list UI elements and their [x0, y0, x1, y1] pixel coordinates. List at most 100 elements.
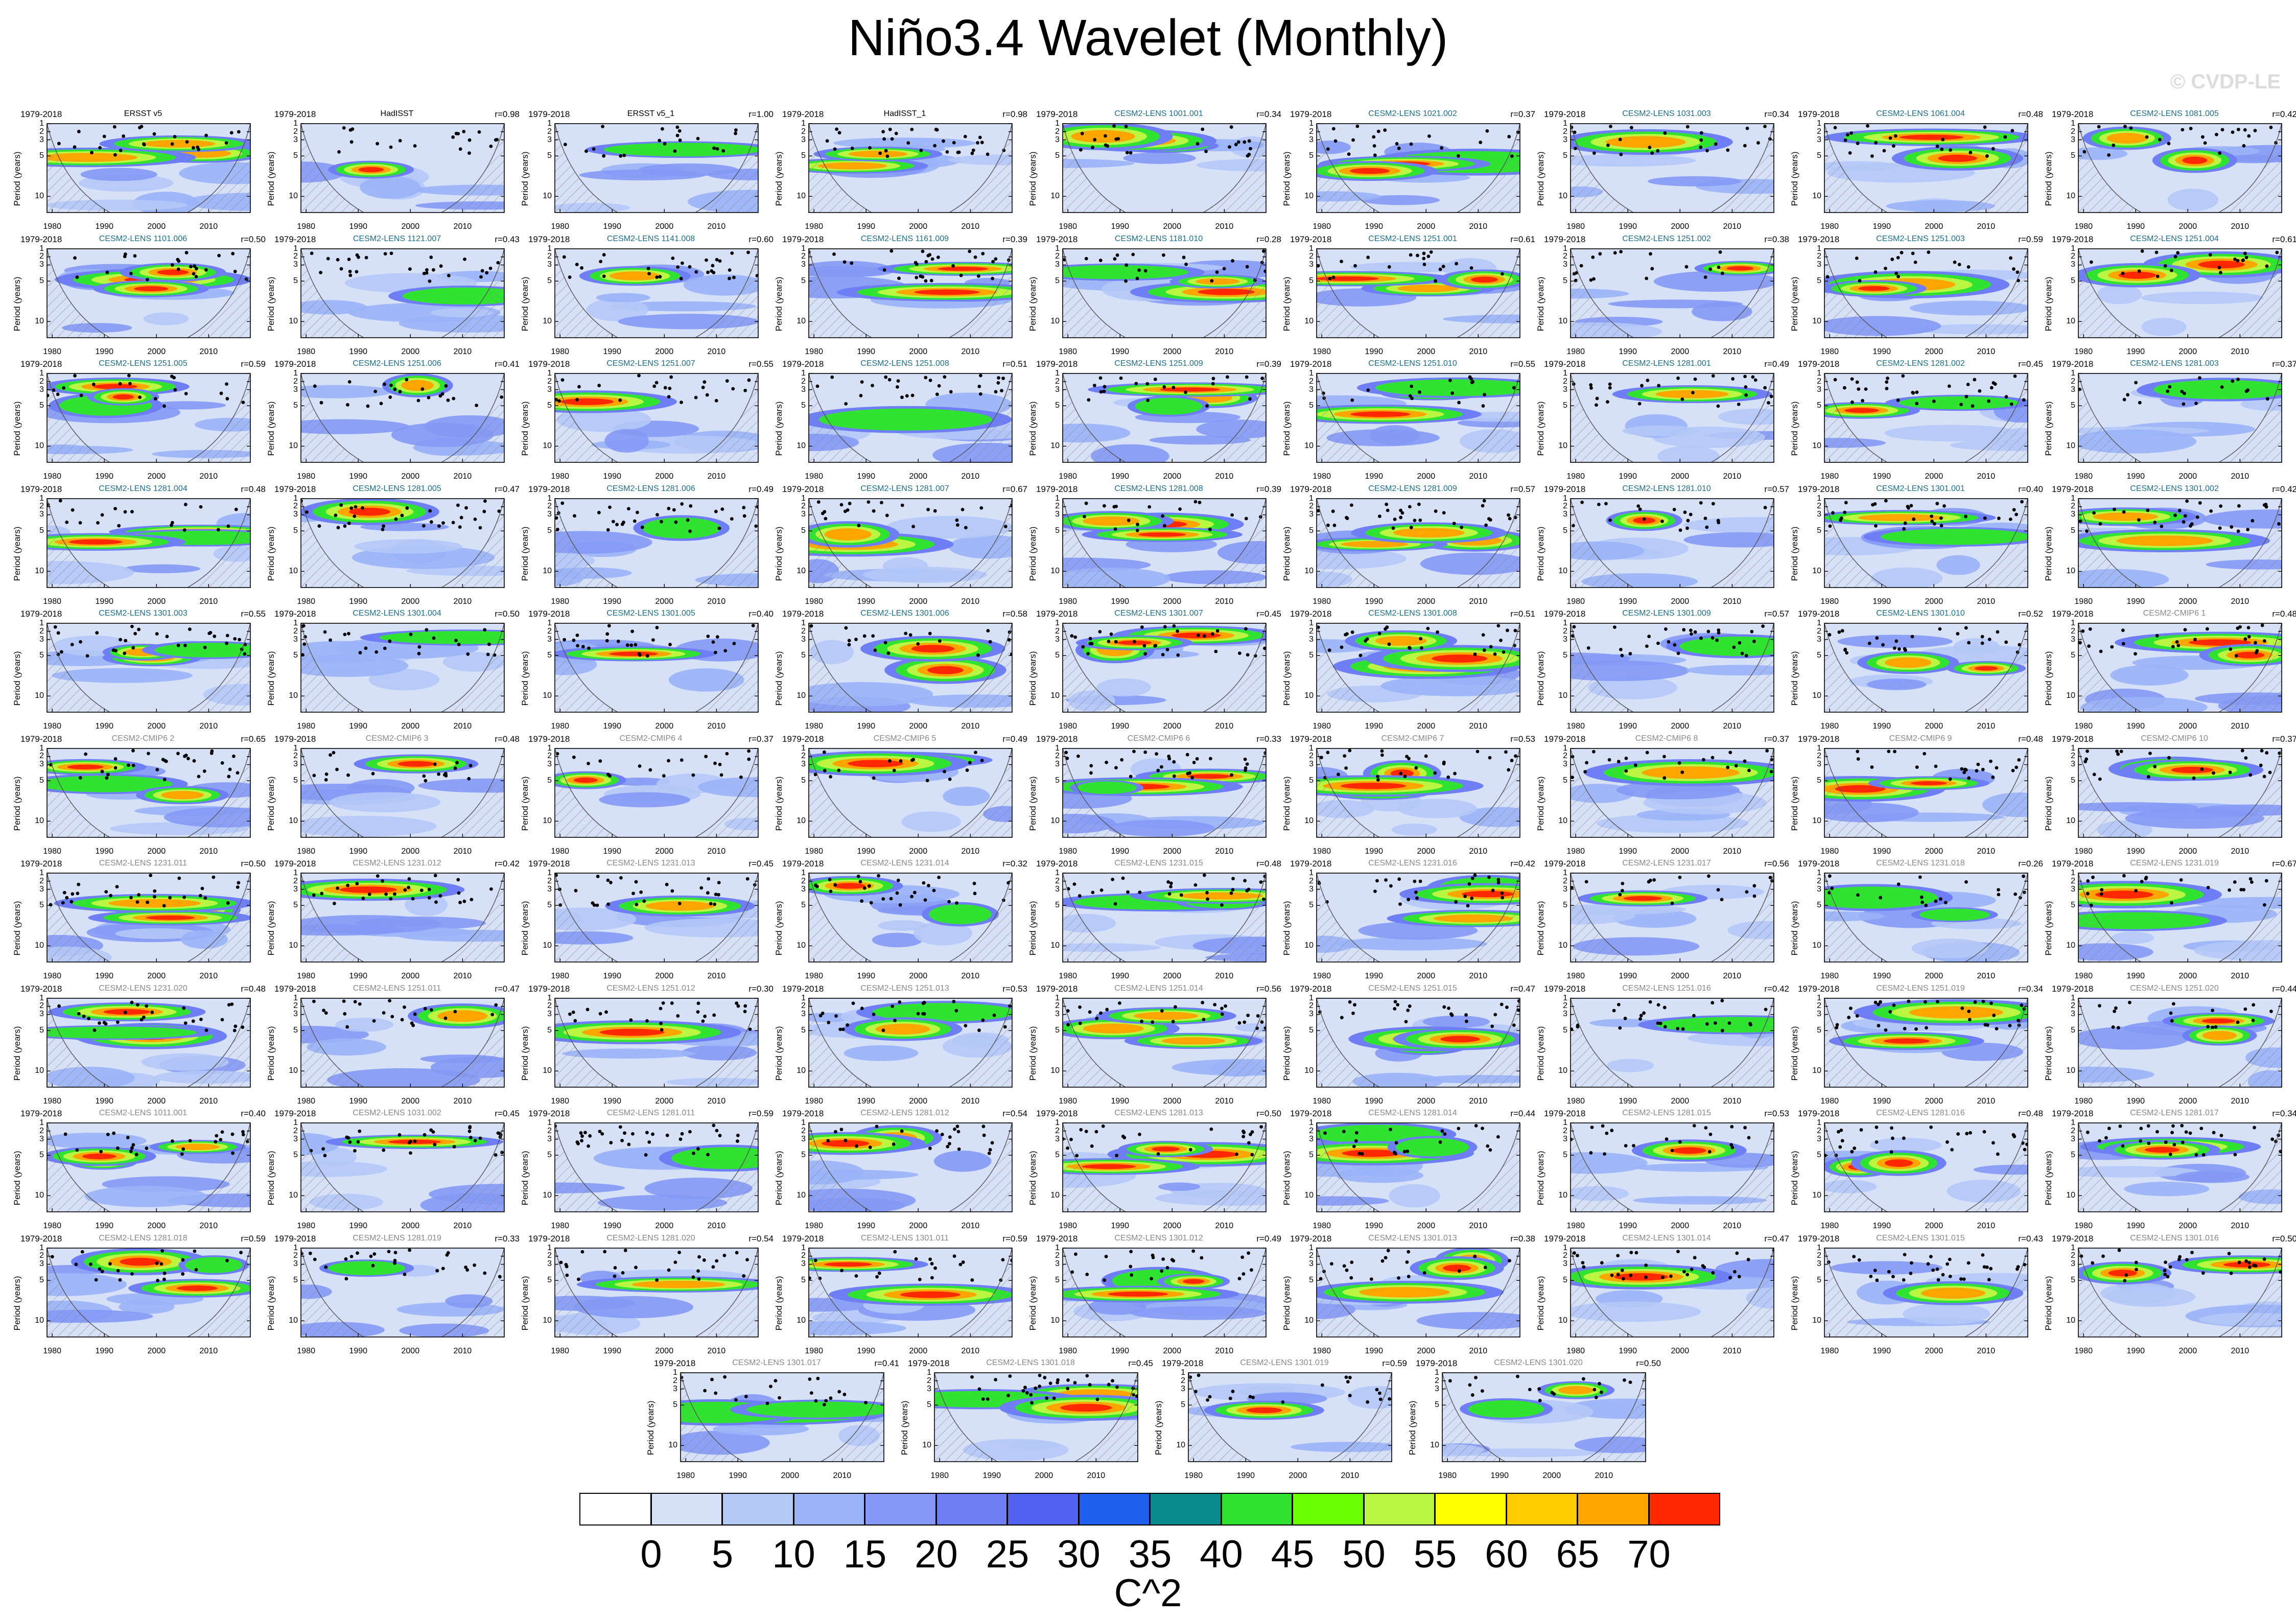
power-contour — [848, 150, 908, 158]
significance-dot — [56, 631, 60, 635]
y-tick-label: 5 — [801, 526, 806, 535]
significance-dot — [1083, 514, 1086, 519]
y-tick-label: 10 — [35, 1066, 44, 1075]
significance-dot — [1327, 648, 1331, 652]
dataset-label: CESM2-LENS 1281.004 — [99, 484, 188, 493]
y-tick-label: 2 — [547, 377, 552, 386]
power-contour — [1337, 937, 1487, 951]
significance-dot — [428, 509, 432, 512]
wavelet-panel: 1979-2018 CESM2-LENS 1281.002 r=0.45 Period… — [1788, 357, 2043, 481]
significance-dot — [1592, 277, 1596, 280]
significance-dot — [1606, 144, 1610, 147]
significance-dot — [348, 269, 352, 273]
significance-dot — [1855, 380, 1859, 384]
wavelet-plot — [1570, 873, 1774, 963]
y-tick-label: 3 — [547, 135, 552, 144]
y-tick-label: 5 — [1309, 151, 1314, 160]
y-tick-label: 5 — [801, 276, 806, 285]
significance-dot — [1121, 876, 1125, 880]
significance-dot — [619, 876, 623, 880]
wavelet-field — [1824, 623, 2028, 712]
significance-dot — [1507, 135, 1511, 138]
significance-dot — [1689, 628, 1693, 632]
cone-of-influence-line — [1824, 623, 2028, 712]
significance-dot — [2233, 257, 2237, 261]
significance-dot — [361, 506, 364, 510]
significance-dot — [1964, 394, 1969, 398]
significance-dot — [483, 499, 487, 503]
power-contour — [1871, 567, 1943, 588]
significance-dot — [1470, 381, 1474, 384]
significance-dot — [1616, 759, 1621, 763]
significance-dot — [1606, 400, 1609, 404]
wavelet-plot — [808, 123, 1013, 213]
x-tick-label: 2000 — [2178, 597, 2197, 606]
significance-dot — [413, 1012, 417, 1016]
y-tick-label: 1 — [293, 869, 298, 877]
wavelet-panel: 1979-2018 CESM2-CMIP6 3 r=0.48 Period (year… — [264, 732, 520, 856]
significance-dot — [212, 875, 216, 879]
x-tick-label: 2000 — [147, 597, 166, 606]
significance-dot — [441, 521, 445, 525]
y-tick-label: 1 — [1817, 494, 1821, 503]
power-contour — [1375, 379, 1520, 396]
y-tick-label: 5 — [1055, 651, 1060, 660]
significance-dot — [355, 882, 359, 886]
wavelet-field — [555, 124, 758, 213]
significance-dot — [1828, 874, 1832, 878]
y-tick-label: 10 — [1050, 1066, 1060, 1075]
power-contour — [1149, 435, 1251, 445]
y-tick-label: 10 — [289, 941, 298, 950]
correlation-label: r=0.45 — [1256, 609, 1281, 619]
significance-dot — [951, 264, 955, 268]
significance-dot — [1201, 1000, 1205, 1004]
period-label: 1979-2018 — [2052, 609, 2094, 619]
significance-dot — [451, 135, 455, 139]
significance-dot — [638, 653, 642, 657]
x-tick-label: 2010 — [1215, 1096, 1234, 1106]
significance-dot — [1715, 638, 1719, 642]
y-tick-label: 5 — [39, 901, 44, 910]
x-tick-label: 2000 — [401, 222, 420, 231]
power-contour — [1369, 425, 1420, 445]
significance-dot — [408, 267, 412, 271]
significance-dot — [915, 275, 919, 279]
correlation-label: r=0.39 — [1256, 359, 1281, 369]
significance-dot — [2016, 270, 2020, 274]
significance-dot — [932, 888, 936, 893]
power-contour — [1623, 896, 1662, 901]
y-tick-label: 2 — [39, 127, 44, 136]
power-contour — [645, 901, 715, 911]
y-axis-label: Period (years) — [1536, 776, 1545, 831]
significance-dot — [619, 154, 623, 158]
period-label: 1979-2018 — [782, 109, 824, 119]
x-tick-label: 1980 — [551, 972, 569, 980]
significance-dot — [233, 269, 237, 273]
cone-of-influence-hatch — [809, 373, 1012, 462]
wavelet-panel: 1979-2018 CESM2-LENS 1301.006 r=0.58 Period… — [772, 607, 1027, 731]
y-tick-label: 5 — [801, 1025, 806, 1035]
significance-dot — [497, 509, 501, 513]
significance-dot — [1932, 400, 1936, 403]
power-contour — [327, 1068, 480, 1087]
significance-dot — [730, 517, 734, 521]
y-tick-label: 5 — [39, 151, 44, 160]
significance-dot — [702, 380, 707, 384]
significance-dot — [1413, 879, 1417, 883]
significance-dot — [84, 752, 88, 756]
wavelet-plot — [2078, 623, 2282, 713]
significance-dot — [2122, 874, 2126, 878]
x-tick-label: 1980 — [1059, 597, 1077, 606]
significance-dot — [1214, 649, 1218, 653]
y-axis-label: Period (years) — [774, 901, 784, 956]
cone-of-influence-hatch — [2078, 873, 2282, 962]
x-tick-label: 2000 — [1925, 472, 1943, 481]
wavelet-field — [1317, 873, 1520, 962]
significance-dot — [1204, 149, 1208, 153]
significance-dot — [856, 874, 860, 878]
significance-dot — [930, 257, 934, 261]
significance-dot — [467, 777, 471, 781]
significance-dot — [896, 385, 899, 389]
significance-dot — [332, 750, 336, 755]
wavelet-panel: 1979-2018 CESM2-LENS 1301.002 r=0.42 Period… — [2042, 482, 2296, 606]
